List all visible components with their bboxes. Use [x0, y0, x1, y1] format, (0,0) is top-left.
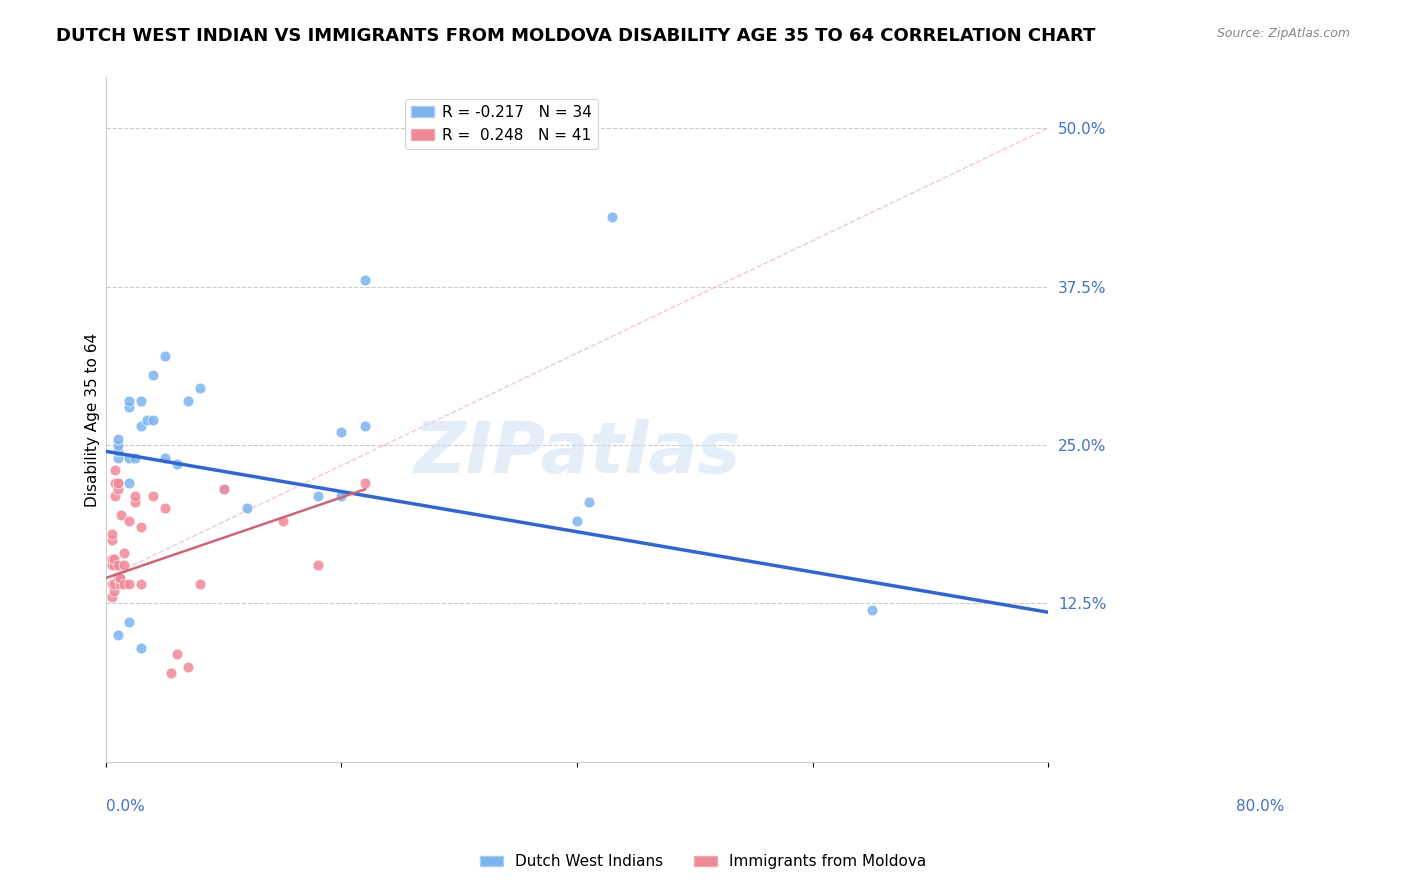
Point — [100, 558, 122, 573]
Point — [104, 475, 127, 490]
Point — [108, 571, 131, 585]
Point — [177, 659, 200, 673]
Text: DUTCH WEST INDIAN VS IMMIGRANTS FROM MOLDOVA DISABILITY AGE 35 TO 64 CORRELATION: DUTCH WEST INDIAN VS IMMIGRANTS FROM MOL… — [56, 27, 1095, 45]
Point — [107, 475, 129, 490]
Point — [236, 501, 259, 516]
Point — [118, 475, 141, 490]
Point — [142, 489, 165, 503]
Point — [118, 400, 141, 414]
Point — [124, 495, 146, 509]
Point — [100, 577, 122, 591]
Point — [212, 483, 235, 497]
Point — [104, 463, 127, 477]
Point — [107, 483, 129, 497]
Point — [307, 489, 329, 503]
Point — [112, 558, 135, 573]
Point — [153, 450, 176, 465]
Point — [103, 583, 125, 598]
Point — [107, 571, 129, 585]
Point — [354, 273, 377, 287]
Point — [159, 666, 181, 681]
Point — [271, 514, 294, 528]
Point — [565, 514, 588, 528]
Point — [112, 577, 135, 591]
Y-axis label: Disability Age 35 to 64: Disability Age 35 to 64 — [86, 333, 100, 507]
Point — [177, 393, 200, 408]
Point — [188, 577, 211, 591]
Point — [110, 508, 132, 522]
Point — [100, 526, 122, 541]
Text: Source: ZipAtlas.com: Source: ZipAtlas.com — [1216, 27, 1350, 40]
Point — [212, 483, 235, 497]
Point — [330, 489, 353, 503]
Point — [578, 495, 600, 509]
Point — [142, 368, 165, 383]
Point — [136, 412, 159, 426]
Point — [108, 577, 131, 591]
Point — [112, 546, 135, 560]
Point — [103, 577, 125, 591]
Legend: Dutch West Indians, Immigrants from Moldova: Dutch West Indians, Immigrants from Mold… — [474, 848, 932, 875]
Point — [124, 489, 146, 503]
Point — [118, 577, 141, 591]
Point — [103, 552, 125, 566]
Point — [107, 450, 129, 465]
Legend: R = -0.217   N = 34, R =  0.248   N = 41: R = -0.217 N = 34, R = 0.248 N = 41 — [405, 99, 598, 149]
Point — [153, 501, 176, 516]
Point — [166, 457, 188, 471]
Point — [166, 647, 188, 661]
Point — [107, 558, 129, 573]
Point — [100, 533, 122, 547]
Text: ZIPatlas: ZIPatlas — [413, 419, 741, 488]
Point — [142, 412, 165, 426]
Point — [129, 640, 152, 655]
Point — [860, 603, 883, 617]
Point — [107, 628, 129, 642]
Point — [354, 475, 377, 490]
Point — [108, 571, 131, 585]
Point — [103, 558, 125, 573]
Point — [107, 475, 129, 490]
Point — [129, 520, 152, 534]
Point — [188, 381, 211, 395]
Point — [107, 438, 129, 452]
Point — [118, 615, 141, 630]
Point — [153, 349, 176, 363]
Point — [118, 393, 141, 408]
Text: 0.0%: 0.0% — [105, 799, 145, 814]
Point — [602, 210, 624, 224]
Point — [100, 558, 122, 573]
Point — [100, 552, 122, 566]
Point — [118, 514, 141, 528]
Point — [107, 432, 129, 446]
Point — [129, 419, 152, 434]
Point — [354, 419, 377, 434]
Point — [129, 577, 152, 591]
Text: 80.0%: 80.0% — [1236, 799, 1284, 814]
Point — [107, 444, 129, 458]
Point — [100, 590, 122, 604]
Point — [104, 489, 127, 503]
Point — [307, 558, 329, 573]
Point — [124, 450, 146, 465]
Point — [330, 425, 353, 440]
Point — [118, 450, 141, 465]
Point — [129, 393, 152, 408]
